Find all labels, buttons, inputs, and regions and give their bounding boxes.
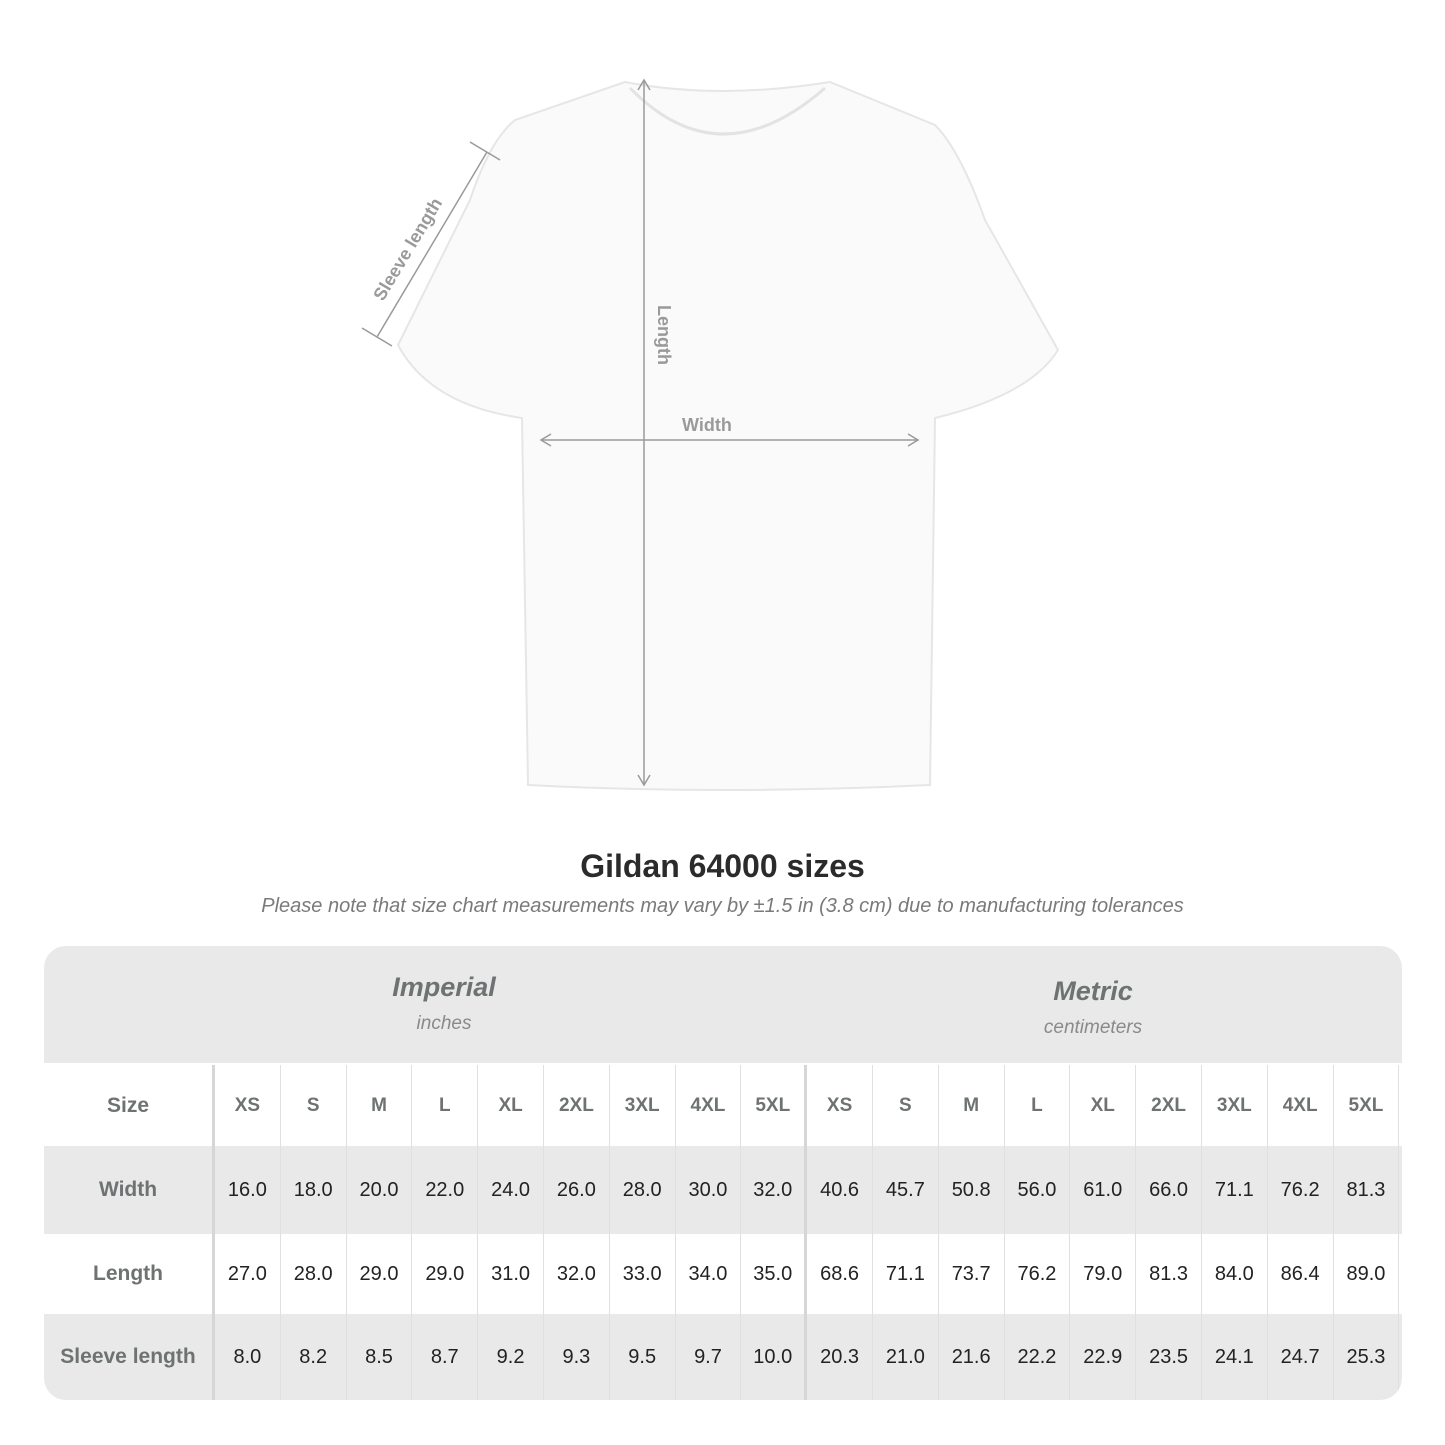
value-cell: 24.7 xyxy=(1268,1314,1334,1400)
value-cell: 32.0 xyxy=(741,1146,808,1234)
value-cell: 21.0 xyxy=(873,1314,939,1400)
value-cell: 81.3 xyxy=(1334,1146,1400,1234)
size-header-cell: M xyxy=(347,1065,413,1146)
size-header-cell: 3XL xyxy=(610,1065,676,1146)
table-row: Length 27.0 28.0 29.0 29.0 31.0 32.0 33.0 34.0 35… xyxy=(44,1234,1402,1314)
row-label: Size xyxy=(44,1065,215,1146)
row-label: Sleeve length xyxy=(44,1314,215,1400)
length-label: Length xyxy=(654,305,674,365)
value-cell: 9.2 xyxy=(478,1314,544,1400)
row-label: Length xyxy=(44,1234,215,1314)
table-header: Imperial inches Metric centimeters xyxy=(44,946,1402,1063)
value-cell: 35.0 xyxy=(741,1234,808,1314)
value-cell: 34.0 xyxy=(676,1234,742,1314)
size-header-cell: 2XL xyxy=(1136,1065,1202,1146)
value-cell: 9.5 xyxy=(610,1314,676,1400)
value-cell: 73.7 xyxy=(939,1234,1005,1314)
size-header-cell: 5XL xyxy=(741,1065,808,1146)
imperial-header: Imperial inches xyxy=(294,972,594,1035)
size-header-cell: L xyxy=(412,1065,479,1146)
size-header-cell: XL xyxy=(478,1065,544,1146)
value-cell: 29.0 xyxy=(412,1234,479,1314)
size-table: Imperial inches Metric centimeters Size X… xyxy=(44,946,1402,1400)
size-header-cell: L xyxy=(1005,1065,1071,1146)
value-cell: 22.9 xyxy=(1070,1314,1137,1400)
value-cell: 24.0 xyxy=(478,1146,544,1234)
metric-title: Metric xyxy=(1053,976,1133,1006)
value-cell: 66.0 xyxy=(1136,1146,1202,1234)
value-cell: 8.2 xyxy=(281,1314,347,1400)
value-cell: 28.0 xyxy=(610,1146,676,1234)
table-row: Width 16.0 18.0 20.0 22.0 24.0 26.0 28.0 30.0 32.… xyxy=(44,1146,1402,1234)
value-cell: 25.3 xyxy=(1334,1314,1400,1400)
width-label: Width xyxy=(682,415,732,435)
value-cell: 89.0 xyxy=(1334,1234,1400,1314)
value-cell: 28.0 xyxy=(281,1234,347,1314)
size-header-cell: 3XL xyxy=(1202,1065,1268,1146)
imperial-title: Imperial xyxy=(392,972,496,1002)
metric-unit: centimeters xyxy=(1043,1017,1143,1038)
value-cell: 10.0 xyxy=(741,1314,808,1400)
value-cell: 40.6 xyxy=(807,1146,873,1234)
value-cell: 22.0 xyxy=(412,1146,479,1234)
size-header-cell: 4XL xyxy=(1268,1065,1334,1146)
value-cell: 33.0 xyxy=(610,1234,676,1314)
value-cell: 9.7 xyxy=(676,1314,742,1400)
value-cell: 18.0 xyxy=(281,1146,347,1234)
value-cell: 56.0 xyxy=(1005,1146,1071,1234)
size-header-cell: M xyxy=(939,1065,1005,1146)
value-cell: 61.0 xyxy=(1070,1146,1137,1234)
size-header-cell: S xyxy=(873,1065,939,1146)
value-cell: 31.0 xyxy=(478,1234,544,1314)
size-header-cell: S xyxy=(281,1065,347,1146)
value-cell: 76.2 xyxy=(1005,1234,1071,1314)
size-header-cell: XS xyxy=(807,1065,873,1146)
value-cell: 71.1 xyxy=(1202,1146,1268,1234)
value-cell: 26.0 xyxy=(544,1146,610,1234)
value-cell: 71.1 xyxy=(873,1234,939,1314)
imperial-unit: inches xyxy=(416,1013,472,1034)
size-header-cell: 5XL xyxy=(1334,1065,1400,1146)
value-cell: 21.6 xyxy=(939,1314,1005,1400)
size-header-cell: 2XL xyxy=(544,1065,610,1146)
size-header-cell: 4XL xyxy=(676,1065,742,1146)
value-cell: 16.0 xyxy=(215,1146,281,1234)
size-header-cell: XS xyxy=(215,1065,281,1146)
value-cell: 27.0 xyxy=(215,1234,281,1314)
value-cell: 79.0 xyxy=(1070,1234,1137,1314)
value-cell: 76.2 xyxy=(1268,1146,1334,1234)
sleeve-line xyxy=(376,151,488,338)
value-cell: 20.0 xyxy=(347,1146,413,1234)
value-cell: 8.7 xyxy=(412,1314,479,1400)
value-cell: 30.0 xyxy=(676,1146,742,1234)
value-cell: 8.5 xyxy=(347,1314,413,1400)
value-cell: 86.4 xyxy=(1268,1234,1334,1314)
value-cell: 20.3 xyxy=(807,1314,873,1400)
value-cell: 45.7 xyxy=(873,1146,939,1234)
value-cell: 29.0 xyxy=(347,1234,413,1314)
value-cell: 68.6 xyxy=(807,1234,873,1314)
tolerance-note: Please note that size chart measurements… xyxy=(261,895,1184,917)
value-cell: 22.2 xyxy=(1005,1314,1071,1400)
value-cell: 84.0 xyxy=(1202,1234,1268,1314)
value-cell: 50.8 xyxy=(939,1146,1005,1234)
value-cell: 8.0 xyxy=(215,1314,281,1400)
value-cell: 81.3 xyxy=(1136,1234,1202,1314)
size-header-cell: XL xyxy=(1070,1065,1137,1146)
size-header-row: Size XS S M L XL 2XL 3XL 4XL 5XL XS S M L XL 2XL 3XL 4XL 5… xyxy=(44,1065,1402,1146)
value-cell: 23.5 xyxy=(1136,1314,1202,1400)
tshirt-image xyxy=(396,80,1060,791)
value-cell: 32.0 xyxy=(544,1234,610,1314)
metric-header: Metric centimeters xyxy=(943,976,1243,1039)
row-label: Width xyxy=(44,1146,215,1234)
page-title: Gildan 64000 sizes xyxy=(580,848,865,884)
value-cell: 9.3 xyxy=(544,1314,610,1400)
tshirt-diagram: Sleeve length Length Width xyxy=(361,78,1060,791)
table-row: Sleeve length 8.0 8.2 8.5 8.7 9.2 9.3 9.5 9.7 10.… xyxy=(44,1314,1402,1400)
value-cell: 24.1 xyxy=(1202,1314,1268,1400)
